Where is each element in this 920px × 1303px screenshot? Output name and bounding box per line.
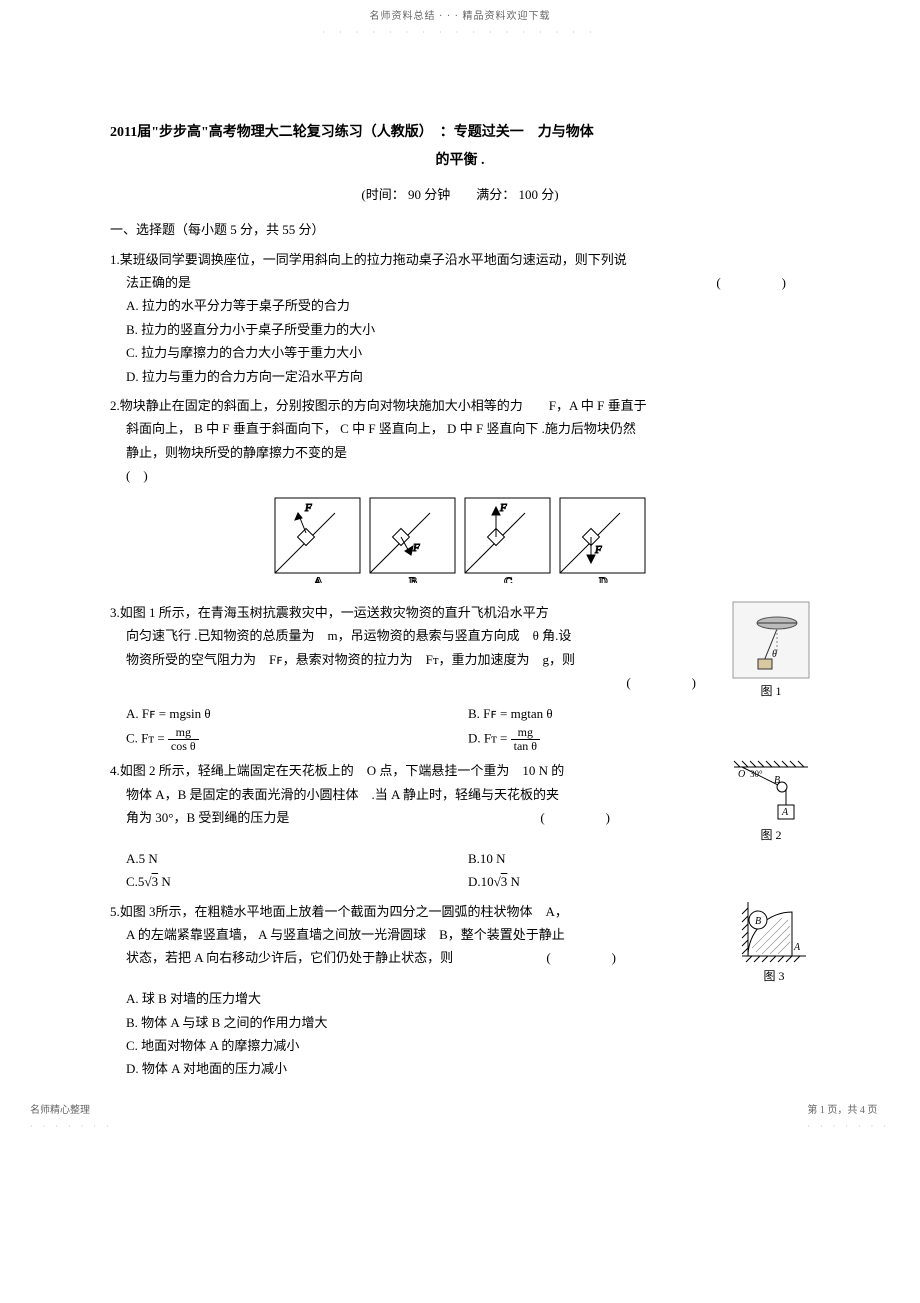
q4-stem-3-row: 角为 30°，B 受到绳的压力是 ( ): [110, 806, 810, 847]
q2-svg: F A F B: [270, 493, 650, 583]
svg-text:D: D: [599, 574, 608, 583]
question-3: θ 图 1 3.如图 1 所示，在青海玉树抗震救灾中，一运送救灾物资的直升飞机沿…: [110, 601, 810, 753]
q3-paren: ( ): [626, 671, 720, 694]
title-line-2: 的平衡 .: [110, 148, 810, 173]
q5-paren: ( ): [546, 946, 640, 969]
q5-stem-1: 5.如图 3所示，在粗糙水平地面上放着一个截面为四分之一圆弧的柱状物体 A，: [110, 900, 810, 923]
svg-text:B: B: [755, 916, 761, 927]
svg-text:θ: θ: [772, 649, 777, 660]
q1-opt-a: A. 拉力的水平分力等于桌子所受的合力: [110, 294, 810, 317]
q1-opt-b: B. 拉力的竖直分力小于桌子所受重力的大小: [110, 318, 810, 341]
q5-opt-a: A. 球 B 对墙的压力增大: [110, 987, 810, 1010]
q5-figure: B A 图 3: [738, 900, 810, 988]
section-head: 一、选择题（每小题 5 分，共 55 分）: [110, 218, 810, 241]
time-line: (时间： 90 分钟 满分： 100 分): [110, 183, 810, 206]
q5-stem-3-row: 状态，若把 A 向右移动少许后，它们仍处于静止状态，则 ( ): [110, 946, 810, 987]
q1-paren: ( ): [716, 271, 810, 294]
question-4: O 30° B A 图 2 4.如图 2 所示，轻绳上端固定在天花板上的 O 点…: [110, 759, 810, 893]
q4-opts-row2: C.5√3 N D.10√3 N: [110, 870, 810, 893]
svg-text:B: B: [774, 775, 780, 786]
q4-opt-d: D.10√3 N: [468, 870, 810, 893]
svg-text:F: F: [499, 502, 507, 514]
q3-stem-1: 3.如图 1 所示，在青海玉树抗震救灾中，一运送救灾物资的直升飞机沿水平方: [110, 601, 810, 624]
q3-opts-row2: C. Fᴛ = mgcos θ D. Fᴛ = mgtan θ: [110, 726, 810, 753]
page-top-header: 名师资料总结 · · · 精品资料欢迎下载: [0, 0, 920, 26]
q5-svg: B A: [738, 900, 810, 964]
q4-stem-1: 4.如图 2 所示，轻绳上端固定在天花板上的 O 点，下端悬挂一个重为 10 N…: [110, 759, 810, 782]
q4-opt-b: B.10 N: [468, 847, 810, 870]
page-top-dots: · · · · · · · · · · · · · · · · ·: [0, 26, 920, 40]
q1-opt-c: C. 拉力与摩擦力的合力大小等于重力大小: [110, 341, 810, 364]
q5-opt-c: C. 地面对物体 A 的摩擦力减小: [110, 1034, 810, 1057]
page-content: 2011届"步步高"高考物理大二轮复习练习（人教版） ：专题过关一 力与物体 的…: [0, 120, 920, 1146]
svg-text:F: F: [412, 542, 420, 554]
q3-opt-d: D. Fᴛ = mgtan θ: [468, 726, 810, 753]
q4-fig-caption: 图 2: [732, 825, 810, 847]
q3-fig-caption: 图 1: [732, 681, 810, 703]
footer-right: 第 1 页，共 4 页 · · · · · · ·: [807, 1102, 890, 1134]
q2-label-a: A: [314, 574, 323, 583]
q3-stem-3: 物资所受的空气阻力为 Fꜰ，悬索对物资的拉力为 Fᴛ，重力加速度为 g，则: [110, 648, 810, 671]
question-2: 2.物块静止在固定的斜面上，分别按图示的方向对物块施加大小相等的力 F，A 中 …: [110, 394, 810, 591]
svg-text:B: B: [409, 574, 417, 583]
q2-stem-3: 静止，则物块所受的静摩擦力不变的是: [110, 441, 810, 464]
svg-text:F: F: [594, 544, 602, 556]
q1-stem-1: 1.某班级同学要调换座位，一同学用斜向上的拉力拖动桌子沿水平地面匀速运动，则下列…: [110, 248, 810, 271]
q4-paren: ( ): [540, 806, 634, 829]
footer-left: 名师精心整理 · · · · · · ·: [30, 1102, 113, 1134]
svg-text:C: C: [504, 574, 513, 583]
question-1: 1.某班级同学要调换座位，一同学用斜向上的拉力拖动桌子沿水平地面匀速运动，则下列…: [110, 248, 810, 388]
q1-opt-d: D. 拉力与重力的合力方向一定沿水平方向: [110, 365, 810, 388]
question-5: B A 图 3 5.如图 3所示，在粗糙水平地面上放着一个截面为四分之一圆弧的柱…: [110, 900, 810, 1081]
q3-figure: θ 图 1: [732, 601, 810, 703]
q5-opt-b: B. 物体 A 与球 B 之间的作用力增大: [110, 1011, 810, 1034]
q3-opt-c: C. Fᴛ = mgcos θ: [126, 726, 468, 753]
q4-figure: O 30° B A 图 2: [732, 759, 810, 847]
q3-svg: θ: [732, 601, 810, 679]
q5-stem-2: A 的左端紧靠竖直墙， A 与竖直墙之间放一光滑圆球 B，整个装置处于静止: [110, 923, 810, 946]
q4-stem-2: 物体 A，B 是固定的表面光滑的小圆柱体 .当 A 静止时，轻绳与天花板的夹: [110, 783, 810, 806]
q2-stem-2: 斜面向上， B 中 F 垂直于斜面向下， C 中 F 竖直向上， D 中 F 竖…: [110, 417, 810, 440]
q5-fig-caption: 图 3: [738, 966, 810, 988]
svg-text:O: O: [738, 769, 745, 780]
q5-stem-3: 状态，若把 A 向右移动少许后，它们仍处于静止状态，则: [126, 950, 453, 965]
q1-stem-2-row: 法正确的是 ( ): [110, 271, 810, 294]
q4-svg: O 30° B A: [732, 759, 810, 823]
q2-f-a: F: [304, 502, 312, 514]
q4-opt-c: C.5√3 N: [126, 870, 468, 893]
q2-stem-1: 2.物块静止在固定的斜面上，分别按图示的方向对物块施加大小相等的力 F，A 中 …: [110, 394, 810, 417]
q2-diagram: F A F B: [110, 493, 810, 590]
svg-text:A: A: [781, 807, 789, 818]
title-line-1: 2011届"步步高"高考物理大二轮复习练习（人教版） ：专题过关一 力与物体: [110, 120, 810, 145]
q3-opt-b: B. Fꜰ = mgtan θ: [468, 702, 810, 725]
q4-stem-3: 角为 30°，B 受到绳的压力是: [126, 810, 289, 825]
q3-stem-2: 向匀速飞行 .已知物资的总质量为 m，吊运物资的悬索与竖直方向成 θ 角.设: [110, 624, 810, 647]
q3-opts-row1: A. Fꜰ = mgsin θ B. Fꜰ = mgtan θ: [110, 702, 810, 725]
q2-paren: ( ): [110, 464, 810, 487]
q1-stem-2: 法正确的是: [126, 275, 191, 290]
q4-opt-a: A.5 N: [126, 847, 468, 870]
svg-text:A: A: [793, 942, 801, 953]
q3-opt-a: A. Fꜰ = mgsin θ: [126, 702, 468, 725]
q4-opts-row1: A.5 N B.10 N: [110, 847, 810, 870]
q5-opt-d: D. 物体 A 对地面的压力减小: [110, 1057, 810, 1080]
